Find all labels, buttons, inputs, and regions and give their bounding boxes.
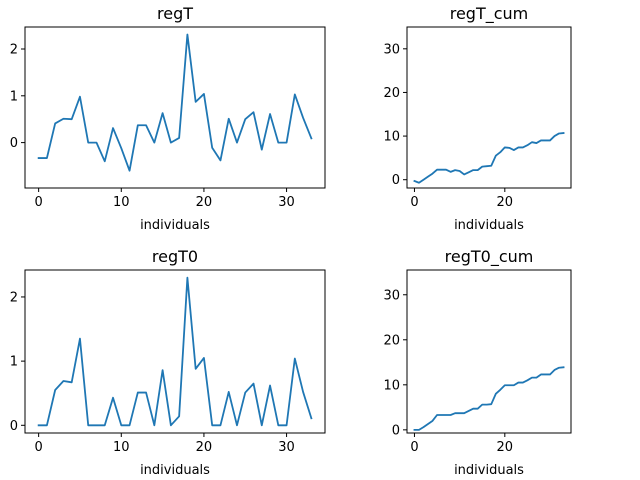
y-tick-label: 0 [10,419,18,434]
x-tick-label: 10 [113,195,130,210]
series-line [413,132,565,184]
chart-title: regT0_cum [445,247,534,267]
x-tick-label: 10 [113,440,130,455]
x-tick-label: 0 [34,440,42,455]
chart-title: regT_cum [450,4,529,24]
x-tick-label: 20 [196,195,213,210]
x-tick-label: 20 [497,195,514,210]
axes-frame [406,26,572,189]
y-tick-label: 20 [383,86,400,101]
x-axis-label: individuals [454,218,524,233]
chart-panel-regt0: 0 10 20 30 0 1 2 regT0 individuals [10,247,326,478]
y-tick-label: 0 [392,173,400,188]
chart-title: regT0 [152,247,198,266]
series-line [37,33,313,172]
y-tick-label: 1 [10,355,18,370]
chart-title: regT [157,4,193,23]
y-tick-label: 10 [383,130,400,145]
y-tick-label: 2 [10,42,18,57]
y-tick-label: 10 [383,378,400,393]
series-line [413,366,565,431]
chart-panel-regt-cum: 0 20 0 10 20 30 regT_cum individuals [383,4,572,233]
x-tick-label: 20 [497,440,514,455]
y-tick-label: 0 [392,423,400,438]
y-tick-label: 1 [10,89,18,104]
x-tick-label: 0 [34,195,42,210]
y-tick-label: 20 [383,333,400,348]
x-tick-label: 0 [410,195,418,210]
y-tick-label: 0 [10,136,18,151]
chart-panel-regt: 0 10 20 30 0 1 2 regT individuals [10,4,326,233]
x-tick-label: 30 [278,195,295,210]
y-tick-label: 30 [383,288,400,303]
axes-frame [24,26,326,189]
x-tick-label: 30 [278,440,295,455]
x-axis-label: individuals [140,463,210,478]
x-tick-label: 20 [196,440,213,455]
y-tick-label: 30 [383,42,400,57]
axes-frame [24,269,326,434]
axes-frame [406,269,572,434]
x-tick-label: 0 [410,440,418,455]
x-axis-label: individuals [140,218,210,233]
x-axis-label: individuals [454,463,524,478]
series-line [37,276,313,427]
chart-panel-regt0-cum: 0 20 0 10 20 30 regT0_cum individuals [383,247,572,478]
y-tick-label: 2 [10,290,18,305]
